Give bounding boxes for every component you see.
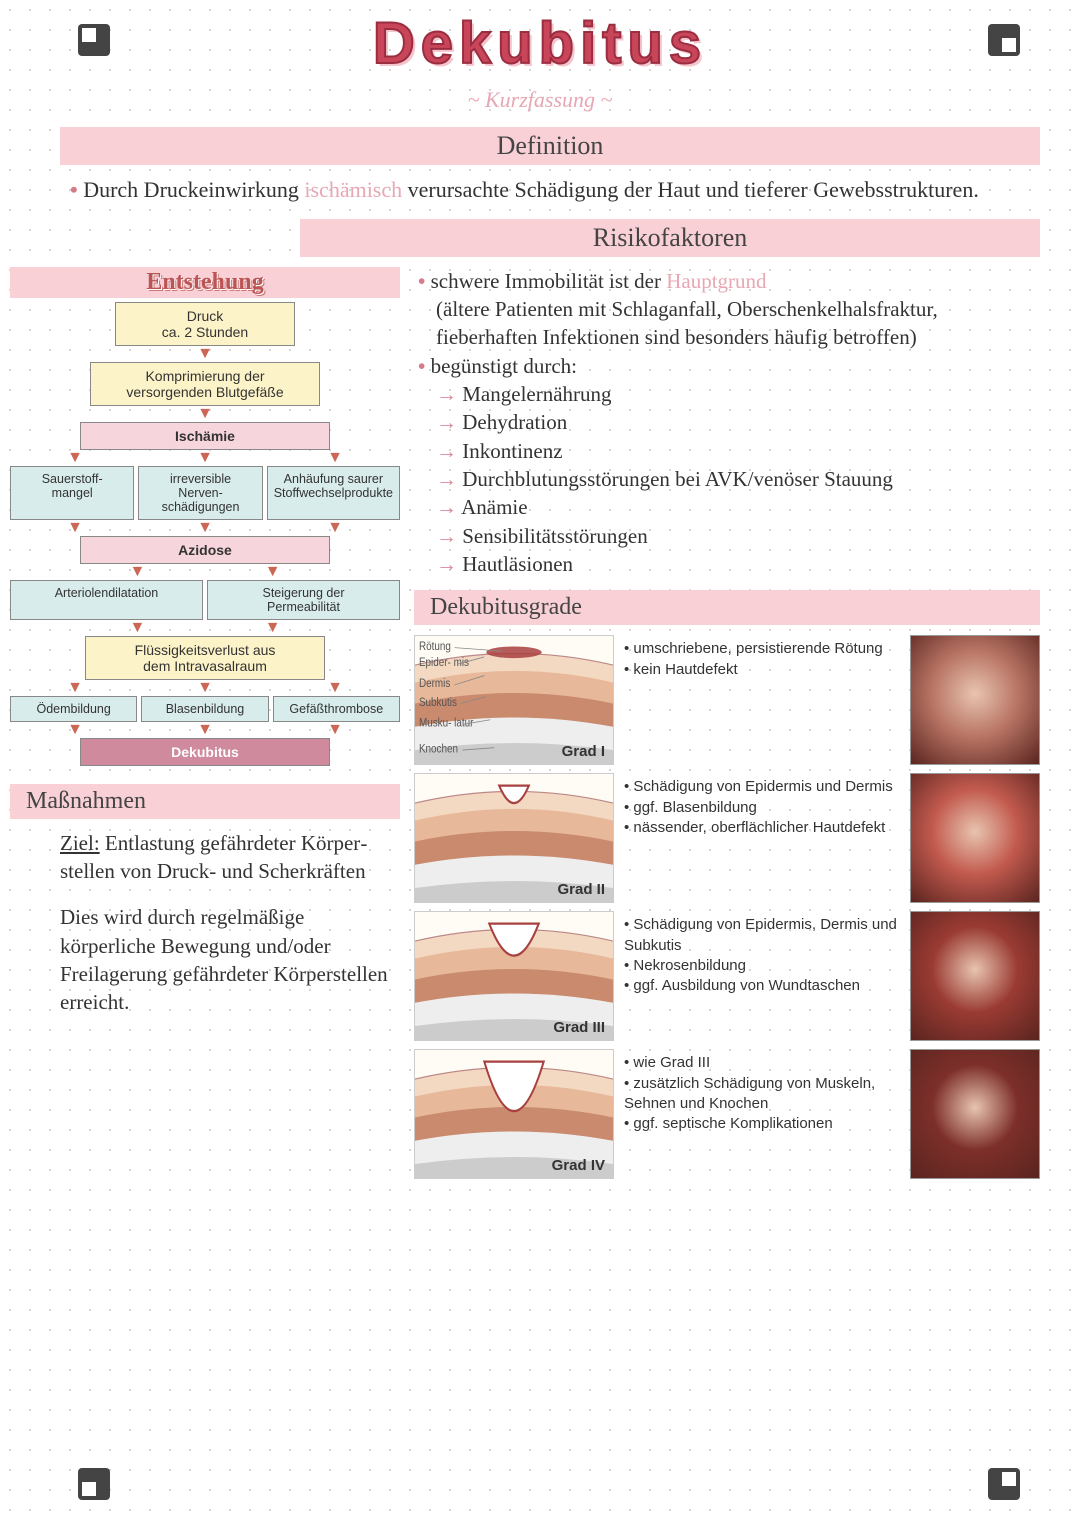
def-pre: Durch Druckeinwirkung bbox=[83, 177, 304, 202]
arrow-row: ▼▼▼ bbox=[10, 450, 400, 466]
svg-text:Rötung: Rötung bbox=[419, 641, 451, 654]
corner-marker-bl bbox=[78, 1468, 110, 1500]
skin-diagram: Grad IV bbox=[414, 1049, 614, 1179]
grade-label: Grad I bbox=[562, 743, 605, 760]
def-mid: ischämisch bbox=[304, 177, 402, 202]
risiko-bullet bbox=[418, 269, 431, 293]
flow-row-1: Sauerstoff- mangelirreversible Nerven- s… bbox=[10, 466, 400, 520]
risiko-bullet2 bbox=[418, 354, 431, 378]
flow-fluessigkeit: Flüssigkeitsverlust aus dem Intravasalra… bbox=[85, 636, 325, 680]
arrow-row: ▼▼▼ bbox=[10, 722, 400, 738]
risiko-l2: (ältere Patienten mit Schlaganfall, Ober… bbox=[418, 295, 1040, 352]
grade-desc-item: ggf. septische Komplikationen bbox=[624, 1114, 900, 1134]
page-title: Dekubitus bbox=[0, 0, 1080, 77]
corner-marker-br bbox=[988, 1468, 1020, 1500]
section-definition: Definition bbox=[60, 127, 1040, 165]
section-massnahmen: Maßnahmen bbox=[10, 784, 400, 819]
svg-text:Dermis: Dermis bbox=[419, 678, 451, 691]
risiko-block: schwere Immobilität ist der Hauptgrund (… bbox=[414, 267, 1040, 579]
risiko-item: Anämie bbox=[436, 493, 1040, 521]
flow-row-3: ÖdembildungBlasenbildungGefäßthrombose bbox=[10, 696, 400, 722]
def-post: verursachte Schädigung der Haut und tief… bbox=[402, 177, 979, 202]
grade-label: Grad III bbox=[553, 1019, 605, 1036]
skin-diagram: Grad III bbox=[414, 911, 614, 1041]
definition-text: Durch Druckeinwirkung ischämisch verursa… bbox=[0, 175, 1080, 205]
ziel-label: Ziel: bbox=[60, 831, 100, 855]
ziel-text: Entlastung ge­fährdeter Körper­stellen v… bbox=[60, 831, 367, 883]
risiko-item: Dehydration bbox=[436, 408, 1040, 436]
arrow-row: ▼▼▼ bbox=[10, 680, 400, 696]
grade-desc-item: ggf. Ausbildung von Wundtaschen bbox=[624, 976, 900, 996]
section-risiko: Risikofaktoren bbox=[300, 219, 1040, 257]
grade-photo bbox=[910, 773, 1040, 903]
grade-desc-item: wie Grad III bbox=[624, 1053, 900, 1073]
grade-photo bbox=[910, 1049, 1040, 1179]
grade-desc-item: ggf. Blasenbildung bbox=[624, 798, 900, 818]
risiko-l3: begünstigt durch: bbox=[431, 354, 577, 378]
flow-ischaemie: Ischämie bbox=[80, 422, 330, 450]
risiko-item: Durchblutungsstörungen bei AVK/venöser S… bbox=[436, 465, 1040, 493]
svg-text:Subkutis: Subkutis bbox=[419, 697, 458, 710]
flow-title: Entstehung bbox=[10, 267, 400, 298]
flow-cell: Blasenbildung bbox=[141, 696, 268, 722]
grade-desc-item: Schädigung von Epidermis und Dermis bbox=[624, 777, 900, 797]
risiko-l1b: Hauptgrund bbox=[666, 269, 766, 293]
flow-dekubitus: Dekubitus bbox=[80, 738, 330, 766]
massnahmen-block: Ziel: Entlastung ge­fährdeter Körper­ste… bbox=[10, 829, 400, 1017]
grade-desc: wie Grad IIIzusätzlich Schädigung von Mu… bbox=[622, 1049, 902, 1179]
svg-text:Knochen: Knochen bbox=[419, 743, 458, 756]
grade-row: Grad IV wie Grad IIIzusätzlich Schädigung… bbox=[414, 1049, 1040, 1179]
section-grade: Dekubitusgrade bbox=[414, 590, 1040, 625]
arrow: ▼ bbox=[10, 406, 400, 422]
corner-marker-tl bbox=[78, 24, 110, 56]
arrow: ▼ bbox=[10, 346, 400, 362]
grade-label: Grad II bbox=[557, 881, 605, 898]
risiko-l1a: schwere Immobilität ist der bbox=[431, 269, 667, 293]
risiko-item: Sensibilitätsstörungen bbox=[436, 522, 1040, 550]
risiko-item: Hautläsionen bbox=[436, 550, 1040, 578]
flow-cell: Arteriolendilatation bbox=[10, 580, 203, 620]
grade-desc-item: Schädigung von Epidermis, Dermis und Sub… bbox=[624, 915, 900, 956]
grades-container: RötungEpider- misDermisSubkutisMusku- la… bbox=[414, 635, 1040, 1179]
grade-row: Grad III Schädigung von Epidermis, Dermis… bbox=[414, 911, 1040, 1041]
grade-row: RötungEpider- misDermisSubkutisMusku- la… bbox=[414, 635, 1040, 765]
flow-cell: Anhäufung saurer Stoffwechselprodukte bbox=[267, 466, 400, 520]
risiko-item: Inkontinenz bbox=[436, 437, 1040, 465]
corner-marker-tr bbox=[988, 24, 1020, 56]
flow-cell: irreversible Nerven- schädigungen bbox=[138, 466, 262, 520]
grade-desc: Schädigung von Epidermis, Dermis und Sub… bbox=[622, 911, 902, 1041]
arrow-row: ▼▼▼ bbox=[10, 520, 400, 536]
grade-desc: Schädigung von Epidermis und Dermisggf. … bbox=[622, 773, 902, 903]
grade-row: Grad II Schädigung von Epidermis und Derm… bbox=[414, 773, 1040, 903]
skin-diagram: Grad II bbox=[414, 773, 614, 903]
grade-photo bbox=[910, 635, 1040, 765]
grade-desc-item: umschriebene, persistierende Rötung bbox=[624, 639, 900, 659]
grade-photo bbox=[910, 911, 1040, 1041]
flow-cell: Sauerstoff- mangel bbox=[10, 466, 134, 520]
massnahmen-text: Dies wird durch regel­mäßige körperliche… bbox=[60, 903, 390, 1016]
flow-cell: Gefäßthrombose bbox=[273, 696, 400, 722]
grade-label: Grad IV bbox=[552, 1157, 605, 1174]
arrow-row: ▼▼ bbox=[10, 564, 400, 580]
arrow-row: ▼▼ bbox=[10, 620, 400, 636]
skin-diagram: RötungEpider- misDermisSubkutisMusku- la… bbox=[414, 635, 614, 765]
grade-desc-item: zusätzlich Schädigung von Muskeln, Sehne… bbox=[624, 1074, 900, 1115]
risiko-list: MangelernährungDehydrationInkontinenzDur… bbox=[418, 380, 1040, 578]
flow-cell: Ödembildung bbox=[10, 696, 137, 722]
grade-desc-item: Nekrosenbildung bbox=[624, 956, 900, 976]
flow-cell: Steigerung der Permeabilität bbox=[207, 580, 400, 620]
grade-desc-item: nässender, oberflächlicher Hautdefekt bbox=[624, 818, 900, 838]
flow-druck: Druck ca. 2 Stunden bbox=[115, 302, 295, 346]
flow-komprimierung: Komprimierung der versorgenden Blutgefäß… bbox=[90, 362, 320, 406]
grade-desc-item: kein Hautdefekt bbox=[624, 660, 900, 680]
definition-bullet bbox=[70, 177, 83, 202]
flow-azidose: Azidose bbox=[80, 536, 330, 564]
risiko-item: Mangelernährung bbox=[436, 380, 1040, 408]
flow-row-2: ArteriolendilatationSteigerung der Perme… bbox=[10, 580, 400, 620]
flowchart-entstehung: Entstehung Druck ca. 2 Stunden ▼ Komprim… bbox=[10, 267, 400, 766]
grade-desc: umschriebene, persistierende Rötungkein … bbox=[622, 635, 902, 765]
page-subtitle: ~ Kurzfassung ~ bbox=[0, 87, 1080, 113]
